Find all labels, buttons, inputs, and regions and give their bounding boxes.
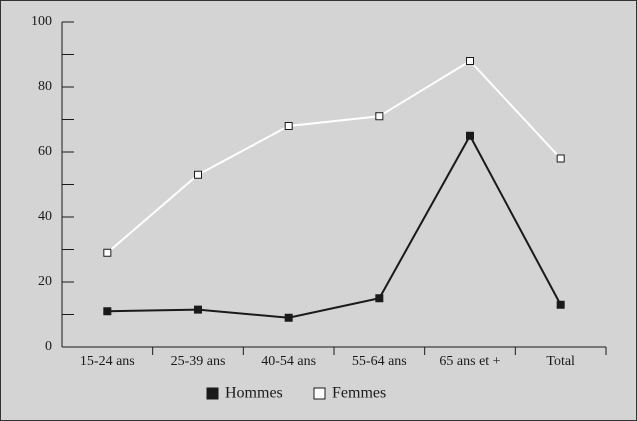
point-marker	[194, 305, 202, 314]
x-tick-label: 25-39 ans	[171, 354, 226, 369]
x-tick-label: 65 ans et +	[439, 354, 500, 369]
y-tick-label: 100	[31, 14, 52, 29]
y-tick-label: 0	[45, 339, 52, 354]
point-marker	[103, 248, 112, 257]
legend-swatch	[206, 387, 219, 400]
x-tick-label: 15-24 ans	[80, 354, 135, 369]
point-marker	[284, 313, 293, 322]
point-marker	[194, 170, 202, 179]
point-marker	[556, 154, 565, 163]
series-line	[107, 133, 562, 319]
legend-swatch	[313, 387, 326, 400]
y-tick-label: 20	[38, 274, 52, 289]
legend-label: Femmes	[332, 385, 386, 402]
y-tick-label: 40	[38, 209, 52, 224]
series-line	[106, 59, 562, 254]
x-tick-label: 40-54 ans	[261, 354, 316, 369]
y-tick-label: 60	[38, 144, 52, 159]
legend-label: Hommes	[225, 385, 283, 402]
point-marker	[556, 300, 565, 309]
x-tick-label: Total	[546, 354, 575, 369]
point-marker	[284, 122, 293, 130]
point-marker	[466, 57, 474, 65]
point-marker	[103, 307, 112, 316]
point-marker	[375, 112, 384, 121]
x-tick-label: 55-64 ans	[352, 354, 407, 369]
point-marker	[466, 131, 474, 140]
point-marker	[375, 294, 384, 303]
y-tick-label: 80	[38, 79, 52, 94]
